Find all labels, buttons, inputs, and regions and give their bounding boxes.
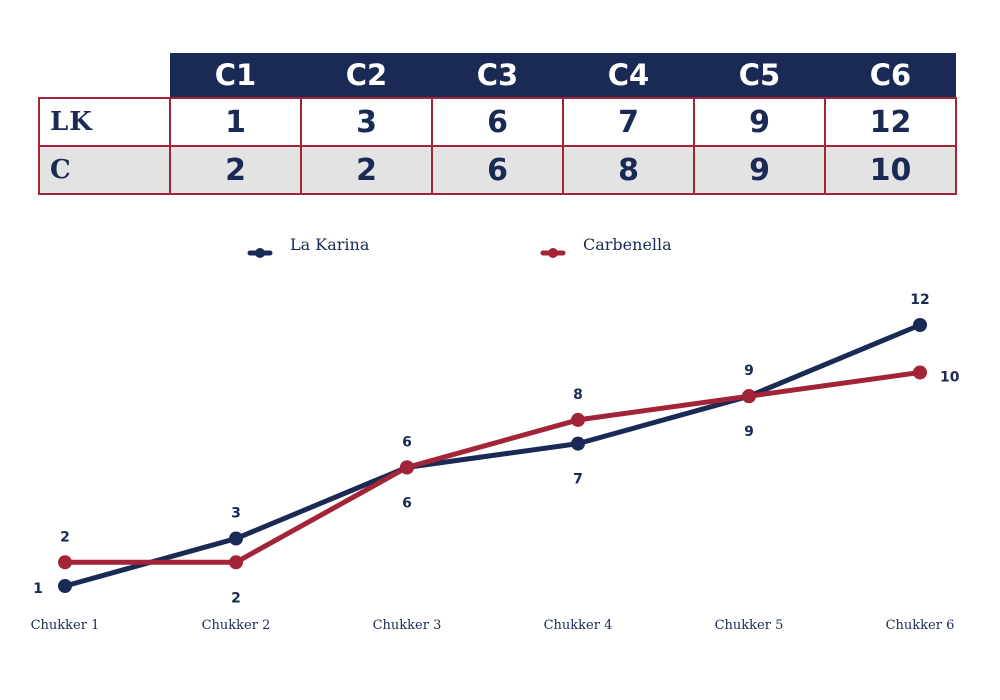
x-tick-label: Chukker 5 xyxy=(715,618,784,633)
data-point-s1-3 xyxy=(571,412,585,427)
legend-label-carbenella: Carbenella xyxy=(583,235,672,254)
table-header-row: C1 C2 C3 C4 C5 C6 xyxy=(39,53,956,98)
x-tick-label: Chukker 1 xyxy=(31,618,100,633)
plot-area: 2 1 3 2 6 6 8 7 9 9 12 10 xyxy=(33,292,960,606)
data-label-s1-4: 9 xyxy=(744,424,754,440)
data-point-s0-0 xyxy=(58,579,72,593)
table-cell: 2 xyxy=(169,145,302,195)
column-header-c3: C3 xyxy=(432,53,563,98)
data-label-s0-1: 3 xyxy=(231,506,241,522)
legend: La Karina Carbenella xyxy=(247,235,672,258)
row-label-lk: LK xyxy=(38,97,171,147)
table-cell: 2 xyxy=(300,145,433,195)
column-header-c4: C4 xyxy=(563,53,694,98)
table-cell: 9 xyxy=(693,97,826,147)
table-cell: 6 xyxy=(431,97,564,147)
data-label-s0-4: 9 xyxy=(744,363,754,379)
column-header-c6: C6 xyxy=(825,53,956,98)
data-label-s0-3: 7 xyxy=(573,472,583,488)
table-cell: 10 xyxy=(824,145,957,195)
legend-item-la-karina: La Karina xyxy=(247,235,370,258)
series-line-0 xyxy=(62,322,923,589)
data-label-s0-2: 6 xyxy=(402,434,412,450)
data-point-s1-1 xyxy=(229,555,243,570)
score-table: C1 C2 C3 C4 C5 C6 LK 1 3 6 7 9 12 C 2 2 … xyxy=(38,53,957,195)
data-point-s1-5 xyxy=(913,365,927,380)
table-cell: 8 xyxy=(562,145,695,195)
x-tick-label: Chukker 3 xyxy=(373,618,442,633)
column-header-c5: C5 xyxy=(694,53,825,98)
x-tick-label: Chukker 2 xyxy=(202,618,271,633)
data-point-s1-0 xyxy=(58,555,72,570)
data-label-s1-3: 8 xyxy=(573,387,583,403)
x-axis-ticks: Chukker 1 Chukker 2 Chukker 3 Chukker 4 Chuk… xyxy=(31,618,955,633)
column-header-c2: C2 xyxy=(301,53,432,98)
data-point-s0-1 xyxy=(229,531,243,546)
table-cell: 12 xyxy=(824,97,957,147)
legend-label-la-karina: La Karina xyxy=(290,235,370,254)
data-point-s1-4 xyxy=(742,389,756,404)
x-tick-label: Chukker 6 xyxy=(886,618,955,633)
column-header-c1: C1 xyxy=(170,53,301,98)
data-label-s1-5: 10 xyxy=(940,369,960,385)
table-row-c: C 2 2 6 8 9 10 xyxy=(38,145,957,195)
data-point-s0-5 xyxy=(913,318,927,332)
legend-marker-carbenella xyxy=(548,248,558,258)
table-cell: 1 xyxy=(169,97,302,147)
row-label-c: C xyxy=(38,145,171,195)
data-label-s1-2: 6 xyxy=(402,495,412,511)
data-label-s0-0: 1 xyxy=(33,581,43,597)
data-label-s1-1: 2 xyxy=(231,590,241,606)
data-point-s0-3 xyxy=(571,436,585,451)
series-line-1 xyxy=(62,369,923,565)
table-cell: 6 xyxy=(431,145,564,195)
legend-marker-la-karina xyxy=(255,248,265,258)
table-cell: 9 xyxy=(693,145,826,195)
table-cell: 3 xyxy=(300,97,433,147)
table-row-lk: LK 1 3 6 7 9 12 xyxy=(38,97,957,147)
legend-item-carbenella: Carbenella xyxy=(540,235,672,258)
data-label-s0-5: 12 xyxy=(910,292,929,308)
data-point-s1-2 xyxy=(400,460,414,475)
table-cell: 7 xyxy=(562,97,695,147)
data-label-s1-0: 2 xyxy=(60,529,70,545)
x-tick-label: Chukker 4 xyxy=(544,618,613,633)
table-corner-cell xyxy=(39,53,170,98)
